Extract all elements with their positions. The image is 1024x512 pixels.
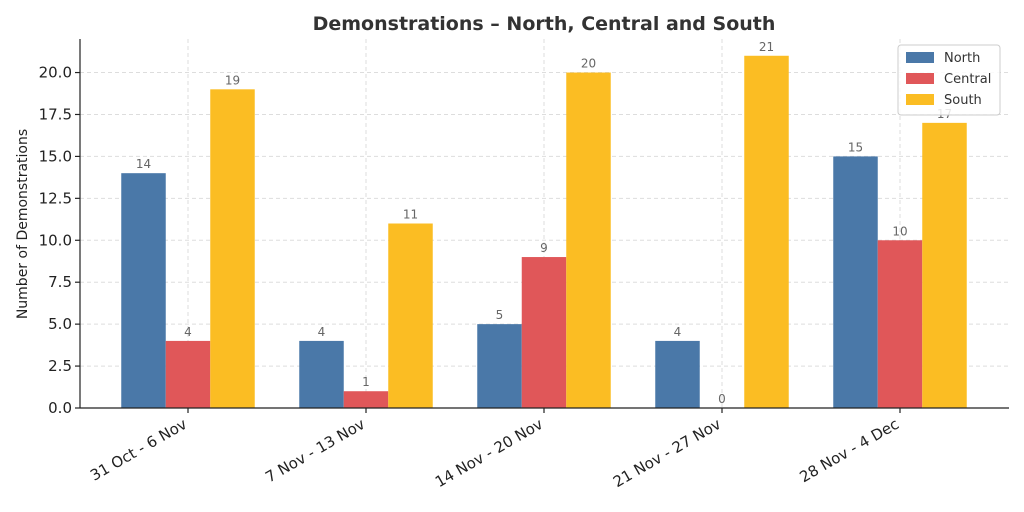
value-label-south: 11 [403,208,418,222]
bar-south [922,122,967,408]
bar-north [121,173,166,408]
bar-north [655,340,700,408]
y-tick-label: 0.0 [48,399,72,417]
legend-swatch-south [906,94,934,105]
value-label-north: 4 [318,325,326,339]
bar-south [388,223,433,408]
value-label-central: 0 [718,392,726,406]
bar-central [343,391,389,408]
value-label-central: 1 [362,375,370,389]
x-tick-label: 31 Oct - 6 Nov [87,415,190,485]
y-tick-label: 15.0 [39,147,72,165]
x-tick-label: 28 Nov - 4 Dec [797,415,902,486]
value-label-north: 4 [674,325,682,339]
legend: North Central South [897,44,1001,116]
chart-title: Demonstrations – North, Central and Sout… [313,13,776,35]
value-label-south: 21 [759,40,774,54]
legend-label-north: North [944,51,980,66]
y-tick-label: 5.0 [48,315,72,333]
y-tick-label: 20.0 [39,64,72,82]
value-label-south: 20 [581,57,596,71]
y-tick-label: 10.0 [39,231,72,249]
bar-south [210,89,255,409]
bars: 14454154190101911202117 [121,40,967,409]
value-label-north: 5 [496,308,504,322]
y-tick-label: 17.5 [39,105,72,123]
bar-south [566,72,611,408]
x-tick-label: 7 Nov - 13 Nov [262,415,368,486]
bar-south [744,55,789,408]
value-label-north: 15 [848,140,863,154]
bar-north [477,324,522,408]
x-tick-label: 14 Nov - 20 Nov [432,415,546,491]
bar-central [521,257,567,408]
legend-swatch-central [906,73,934,84]
bar-north [299,340,344,408]
y-axis-label: Number of Demonstrations [15,129,31,319]
bar-central [165,340,211,408]
value-label-central: 4 [184,325,192,339]
value-label-central: 9 [540,241,548,255]
y-tick-label: 2.5 [48,357,72,375]
bar-north [833,156,878,408]
y-tick-label: 7.5 [48,273,72,291]
value-label-central: 10 [892,224,907,238]
legend-label-central: Central [944,72,991,87]
value-label-south: 19 [225,73,240,87]
y-tick-label: 12.5 [39,189,72,207]
x-tick-label: 21 Nov - 27 Nov [610,415,724,491]
legend-label-south: South [944,93,982,108]
bar-central [877,240,923,408]
legend-swatch-north [906,52,934,63]
value-label-north: 14 [136,157,151,171]
